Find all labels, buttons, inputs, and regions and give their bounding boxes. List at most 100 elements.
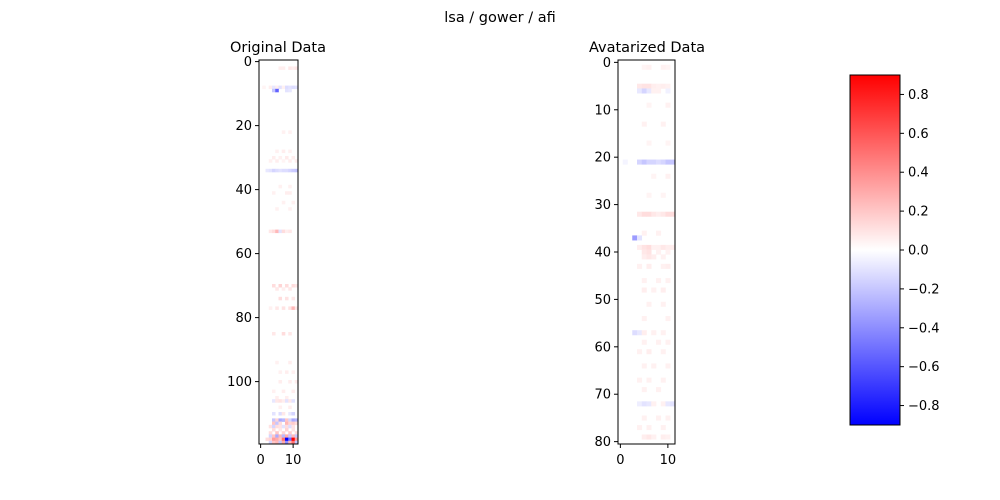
- heatmap-cell: [288, 229, 292, 234]
- heatmap-cell: [275, 88, 279, 93]
- heatmap-cell: [281, 159, 286, 163]
- heatmap-cell: [294, 159, 299, 163]
- colorbar-tick-label: −0.2: [908, 282, 940, 297]
- heatmap-original-xticks: 0 10: [256, 444, 301, 468]
- heatmap-cell: [291, 440, 296, 445]
- heatmap-cell: [288, 159, 292, 163]
- ytick-label: 0: [244, 55, 252, 70]
- ytick-label: 80: [594, 435, 611, 450]
- colorbar-tick-label: 0.8: [908, 88, 929, 103]
- heatmap-cell: [268, 85, 273, 90]
- heatmap-cell: [272, 437, 276, 442]
- heatmap-cell: [281, 130, 286, 134]
- heatmap-cell: [281, 149, 286, 154]
- heatmap-cell: [288, 437, 292, 442]
- heatmap-cell: [651, 434, 657, 440]
- heatmap-cell: [288, 380, 292, 384]
- heatmap-cell: [641, 121, 647, 127]
- heatmap-cell: [660, 401, 666, 407]
- heatmap-cell: [278, 66, 283, 70]
- heatmap-cell: [272, 191, 276, 195]
- heatmap-cell: [272, 440, 276, 445]
- heatmap-cell: [275, 434, 279, 438]
- heatmap-cell: [651, 287, 657, 293]
- heatmap-cell: [265, 437, 270, 442]
- heatmap-cell: [278, 229, 283, 234]
- heatmap-cell: [646, 349, 652, 355]
- heatmap-cell: [268, 434, 273, 438]
- ytick-label: 20: [235, 119, 252, 134]
- heatmap-cell: [660, 425, 666, 431]
- heatmap-cell: [275, 437, 279, 442]
- heatmap-cell: [278, 168, 283, 173]
- heatmap-cell: [272, 434, 276, 438]
- heatmap-cell: [281, 431, 286, 435]
- heatmap-cell: [294, 440, 299, 445]
- heatmap-cell: [278, 380, 283, 384]
- heatmap-cell: [291, 418, 296, 422]
- heatmap-cell: [646, 301, 652, 307]
- heatmap-cell: [651, 173, 657, 179]
- heatmap-cell: [632, 235, 638, 241]
- heatmap-cell: [281, 399, 286, 403]
- heatmap-cell: [660, 330, 666, 336]
- heatmap-cell: [291, 156, 296, 160]
- ytick-label: 100: [227, 375, 252, 390]
- heatmap-cell: [291, 284, 296, 288]
- heatmap-cell: [278, 421, 283, 426]
- ytick-label: 60: [594, 340, 611, 355]
- heatmap-cell: [291, 437, 296, 442]
- heatmap-cell: [641, 434, 647, 440]
- heatmap-cell: [272, 428, 276, 432]
- heatmap-cell: [294, 437, 299, 442]
- heatmap-cell: [278, 156, 283, 160]
- heatmap-cell: [294, 418, 299, 422]
- heatmap-cell: [291, 200, 296, 205]
- heatmap-cell: [285, 440, 289, 445]
- heatmap-cell: [646, 64, 652, 70]
- heatmap-cell: [268, 437, 273, 442]
- heatmap-cell: [660, 244, 666, 250]
- heatmap-cell: [660, 83, 666, 89]
- heatmap-cell: [637, 330, 643, 336]
- heatmap-cell: [275, 149, 279, 154]
- heatmap-cell: [272, 88, 276, 93]
- heatmap-cell: [637, 88, 643, 94]
- heatmap-cell: [656, 159, 662, 165]
- heatmap-cell: [665, 140, 671, 146]
- heatmap-cell: [641, 88, 647, 94]
- heatmap-cell: [651, 211, 657, 217]
- heatmap-cell: [294, 85, 299, 90]
- heatmap-cell: [272, 421, 276, 426]
- heatmap-cell: [641, 83, 647, 89]
- heatmap-avatarized-title: Avatarized Data: [589, 40, 705, 56]
- heatmap-cell: [641, 330, 647, 336]
- heatmap-cell: [285, 421, 289, 426]
- heatmap-cell: [275, 306, 279, 310]
- heatmap-cell: [288, 130, 292, 134]
- heatmap-cell: [275, 85, 279, 90]
- heatmap-cell: [278, 399, 283, 403]
- heatmap-cell: [641, 363, 647, 369]
- heatmap-cell: [665, 249, 671, 255]
- heatmap-cell: [275, 287, 279, 291]
- heatmap-cell: [275, 418, 279, 422]
- heatmap-cell: [641, 254, 647, 260]
- heatmap-cell: [665, 363, 671, 369]
- heatmap-cell: [288, 168, 292, 173]
- heatmap-cell: [281, 412, 286, 416]
- heatmap-cell: [656, 415, 662, 421]
- heatmap-cell: [268, 431, 273, 435]
- heatmap-cell: [281, 389, 286, 394]
- heatmap-cell: [275, 159, 279, 163]
- colorbar-tick-label: −0.4: [908, 321, 940, 336]
- heatmap-cell: [268, 440, 273, 445]
- heatmap-cell: [646, 434, 652, 440]
- heatmap-cell: [646, 401, 652, 407]
- heatmap-cell: [294, 380, 299, 384]
- heatmap-cell: [281, 85, 286, 90]
- colorbar-tick-label: 0.6: [908, 127, 929, 142]
- heatmap-original-background: [259, 60, 298, 444]
- heatmap-cell: [294, 434, 299, 438]
- heatmap-cell: [665, 339, 671, 345]
